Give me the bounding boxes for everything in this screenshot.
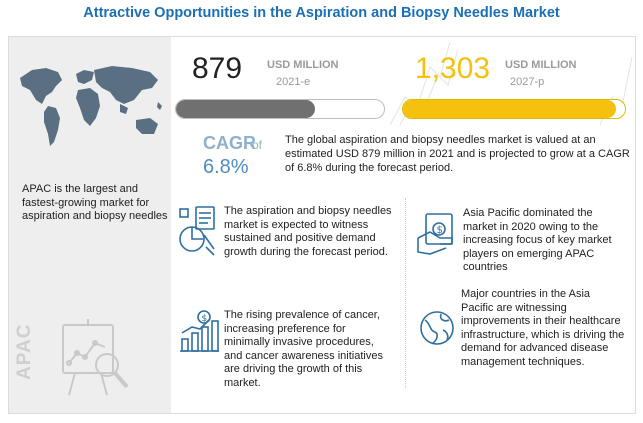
insight-point-2: Asia Pacific dominated the market in 202… bbox=[463, 207, 612, 273]
progress-fill-2021 bbox=[176, 100, 316, 118]
cagr-label: CAGR bbox=[203, 133, 256, 153]
page-title: Attractive Opportunities in the Aspirati… bbox=[83, 5, 560, 21]
world-map-icon bbox=[20, 66, 162, 146]
report-analysis-icon bbox=[62, 319, 129, 396]
market-value-2021: 879 bbox=[192, 52, 243, 85]
svg-text:$: $ bbox=[437, 225, 443, 236]
cagr-of-label: of bbox=[252, 138, 263, 152]
money-icon: $ bbox=[417, 213, 453, 255]
medical-chart-icon bbox=[179, 206, 215, 256]
insight-point-1: The aspiration and biopsy needles market… bbox=[224, 205, 392, 258]
cagr-value: 6.8% bbox=[203, 156, 249, 178]
year-label-2027: 2027-p bbox=[510, 76, 545, 88]
progress-bar-2021 bbox=[175, 99, 385, 119]
insight-point-3: The rising prevalence of cancer, increas… bbox=[224, 309, 383, 389]
market-summary: The global aspiration and biopsy needles… bbox=[285, 134, 630, 174]
apac-statement: APAC is the largest and fastest-growing … bbox=[22, 183, 168, 222]
vertical-divider bbox=[405, 198, 406, 388]
svg-text:$: $ bbox=[202, 314, 208, 324]
unit-label-2021: USD MILLION bbox=[267, 59, 339, 71]
insight-point-4: Major countries in the Asia Pacific are … bbox=[461, 288, 625, 368]
unit-label-2027: USD MILLION bbox=[505, 59, 577, 71]
progress-bar-2027 bbox=[402, 99, 626, 119]
globe-icon bbox=[420, 311, 454, 345]
market-value-2027: 1,303 bbox=[415, 52, 491, 85]
year-label-2021: 2021-e bbox=[276, 76, 311, 88]
growth-bar-chart-icon: $ bbox=[180, 310, 219, 352]
apac-vertical-label: APAC bbox=[14, 323, 35, 381]
progress-fill-2027 bbox=[403, 100, 617, 118]
